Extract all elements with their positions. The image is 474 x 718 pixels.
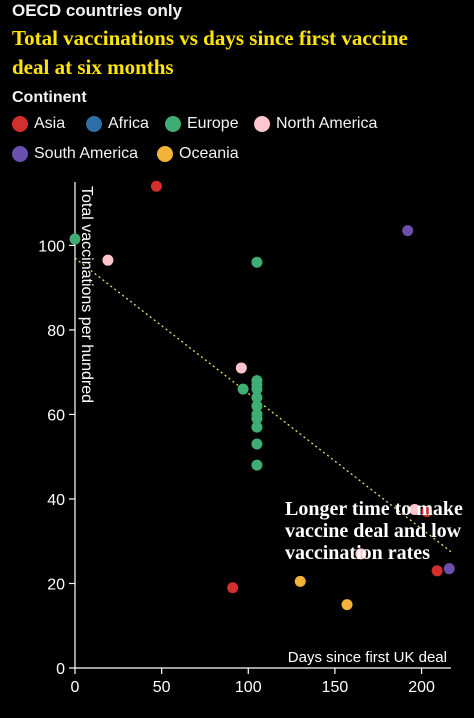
- annotation-line-1: Longer time to make: [285, 498, 463, 520]
- data-point-north-america: [409, 504, 421, 516]
- data-point-asia: [227, 582, 239, 594]
- data-point-europe: [251, 392, 263, 404]
- y-tick-label: 0: [56, 661, 65, 678]
- data-point-south-america: [443, 563, 455, 575]
- chart-title-line-1: Total vaccinations vs days since first v…: [12, 26, 408, 50]
- data-point-europe: [251, 400, 263, 412]
- data-point-asia: [150, 180, 162, 192]
- legend-label-south-america: South America: [34, 145, 139, 162]
- y-tick-label: 60: [47, 407, 65, 424]
- legend-item-africa[interactable]: Africa: [86, 115, 149, 133]
- legend-item-europe[interactable]: Europe: [165, 115, 239, 133]
- data-point-asia: [421, 506, 433, 518]
- data-point-north-america: [102, 254, 114, 266]
- data-point-europe: [251, 383, 263, 395]
- chart-title: Total vaccinations vs days since first v…: [12, 24, 467, 82]
- x-axis-label: Days since first UK deal: [288, 649, 447, 666]
- chart-axes: [74, 182, 451, 669]
- y-ticks: 0 20 40 60 80 100: [38, 238, 75, 678]
- annotation: Longer time to make vaccine deal and low…: [285, 498, 463, 564]
- data-point-north-america: [355, 548, 367, 560]
- legend-swatch-north-america: [254, 116, 270, 132]
- chart-title-line-2: deal at six months: [12, 55, 174, 79]
- x-ticks: 0 50 100 150 200: [71, 668, 435, 696]
- y-tick-label: 80: [47, 323, 65, 340]
- legend-swatch-south-america: [12, 146, 28, 162]
- y-axis-label: Total vaccinations per hundred: [78, 186, 95, 403]
- x-tick-label: 0: [71, 679, 80, 696]
- data-point-europe: [251, 256, 263, 268]
- chart-kicker: OECD countries only: [12, 1, 183, 20]
- legend-label-africa: Africa: [108, 115, 149, 132]
- legend-swatch-europe: [165, 116, 181, 132]
- data-point-oceania: [341, 599, 353, 611]
- data-point-south-america: [402, 225, 414, 237]
- legend-swatch-asia: [12, 116, 28, 132]
- y-tick-label: 20: [47, 576, 65, 593]
- annotation-line-3: vaccination rates: [285, 542, 430, 564]
- data-points: [69, 180, 455, 611]
- legend-item-south-america[interactable]: South America: [12, 145, 138, 163]
- legend-swatch-oceania: [157, 146, 173, 162]
- data-point-europe: [251, 438, 263, 450]
- data-point-europe: [251, 421, 263, 433]
- legend-title: Continent: [12, 89, 87, 106]
- data-point-north-america: [235, 362, 247, 374]
- y-tick-label: 100: [38, 238, 65, 255]
- x-tick-label: 150: [322, 679, 349, 696]
- x-tick-label: 50: [153, 679, 171, 696]
- data-point-europe: [237, 383, 249, 395]
- legend-label-europe: Europe: [187, 115, 239, 132]
- legend-item-north-america[interactable]: North America: [254, 115, 377, 133]
- data-point-europe: [251, 413, 263, 425]
- data-point-asia: [431, 565, 443, 577]
- legend-label-oceania: Oceania: [179, 145, 239, 162]
- data-point-europe: [251, 459, 263, 471]
- x-tick-label: 100: [235, 679, 262, 696]
- annotation-line-2: vaccine deal and low: [285, 520, 462, 542]
- x-tick-label: 200: [408, 679, 435, 696]
- legend-label-north-america: North America: [276, 115, 378, 132]
- data-point-oceania: [294, 575, 306, 587]
- y-tick-label: 40: [47, 492, 65, 509]
- legend-swatch-africa: [86, 116, 102, 132]
- legend-item-oceania[interactable]: Oceania: [157, 145, 239, 163]
- legend-item-asia[interactable]: Asia: [12, 115, 65, 133]
- data-point-europe: [69, 233, 81, 245]
- legend-label-asia: Asia: [34, 115, 66, 132]
